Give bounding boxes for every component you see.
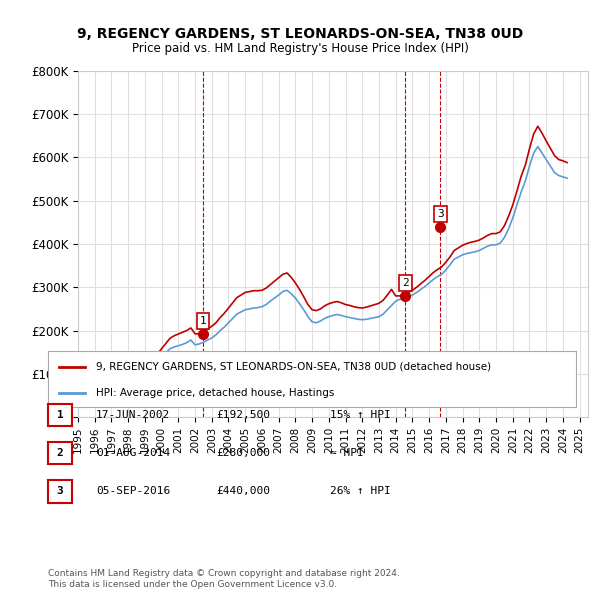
- Text: 3: 3: [437, 209, 444, 219]
- Text: 26% ↑ HPI: 26% ↑ HPI: [330, 487, 391, 496]
- Text: 9, REGENCY GARDENS, ST LEONARDS-ON-SEA, TN38 0UD (detached house): 9, REGENCY GARDENS, ST LEONARDS-ON-SEA, …: [95, 362, 491, 372]
- Text: £440,000: £440,000: [216, 487, 270, 496]
- Text: Price paid vs. HM Land Registry's House Price Index (HPI): Price paid vs. HM Land Registry's House …: [131, 42, 469, 55]
- Text: 2: 2: [402, 278, 409, 288]
- Text: 9, REGENCY GARDENS, ST LEONARDS-ON-SEA, TN38 0UD: 9, REGENCY GARDENS, ST LEONARDS-ON-SEA, …: [77, 27, 523, 41]
- Text: 3: 3: [56, 487, 64, 496]
- Text: 15% ↑ HPI: 15% ↑ HPI: [330, 410, 391, 419]
- Text: 2: 2: [56, 448, 64, 458]
- Text: 01-AUG-2014: 01-AUG-2014: [96, 448, 170, 458]
- Text: 1: 1: [56, 410, 64, 419]
- Text: £280,000: £280,000: [216, 448, 270, 458]
- Text: £192,500: £192,500: [216, 410, 270, 419]
- Text: 17-JUN-2002: 17-JUN-2002: [96, 410, 170, 419]
- Text: HPI: Average price, detached house, Hastings: HPI: Average price, detached house, Hast…: [95, 388, 334, 398]
- Text: 1: 1: [199, 316, 206, 326]
- Text: ≈ HPI: ≈ HPI: [330, 448, 364, 458]
- Text: Contains HM Land Registry data © Crown copyright and database right 2024.
This d: Contains HM Land Registry data © Crown c…: [48, 569, 400, 589]
- Text: 05-SEP-2016: 05-SEP-2016: [96, 487, 170, 496]
